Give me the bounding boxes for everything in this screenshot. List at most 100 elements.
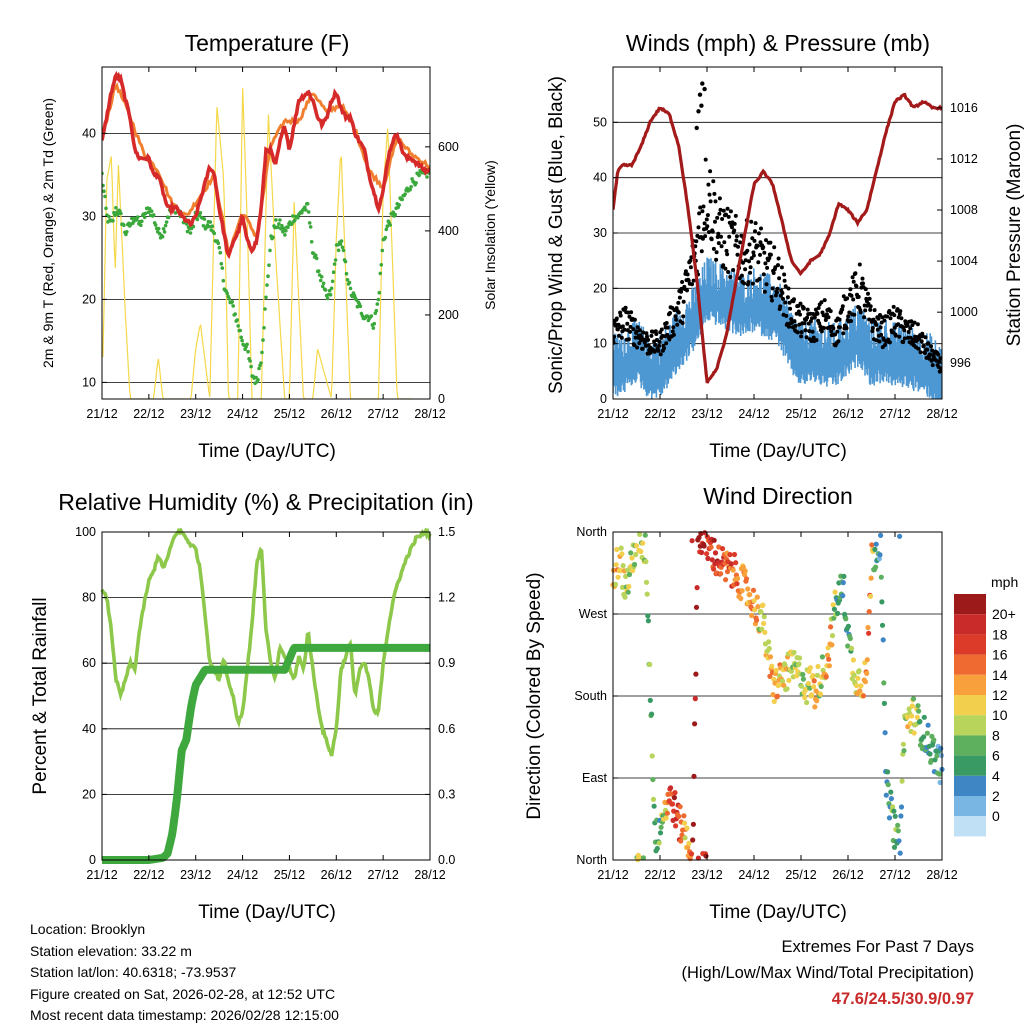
x-tick-label: 23/12 xyxy=(691,407,722,421)
wind-direction-point xyxy=(622,594,628,600)
wind-direction-point xyxy=(921,734,927,740)
wind-direction-point xyxy=(876,556,883,562)
gust-point xyxy=(788,306,793,311)
wind-direction-point xyxy=(910,696,917,702)
wind-direction-point xyxy=(909,713,915,719)
gust-point xyxy=(775,286,780,291)
wind-direction-point xyxy=(878,532,884,539)
wind-direction-point xyxy=(628,550,634,556)
gust-point xyxy=(680,280,685,284)
gust-point xyxy=(782,272,787,277)
y-tick-label: 10 xyxy=(82,375,96,389)
wind-direction-point xyxy=(826,663,833,669)
wind-direction-point xyxy=(885,782,891,788)
x-tick-label: 26/12 xyxy=(832,407,863,421)
gust-point xyxy=(724,212,728,217)
dewpoint-point xyxy=(260,350,264,355)
dewpoint-point xyxy=(201,224,206,228)
gust-point xyxy=(659,327,664,332)
gust-point xyxy=(735,252,740,257)
gust-point xyxy=(676,300,681,305)
wind-direction-point xyxy=(802,694,808,701)
gust-point xyxy=(711,246,716,251)
dewpoint-point xyxy=(220,266,225,270)
wind-direction-point xyxy=(762,629,768,636)
gust-point xyxy=(863,308,868,313)
wind-direction-point xyxy=(650,776,656,783)
x-tick-label: 26/12 xyxy=(832,868,863,882)
gust-point xyxy=(707,230,711,235)
legend-swatch xyxy=(954,674,986,695)
wind-direction-point xyxy=(873,541,879,547)
wind-direction-point xyxy=(735,575,741,582)
wind-direction-point xyxy=(766,639,772,645)
wind-direction-point xyxy=(867,593,874,599)
wind-direction-point xyxy=(896,838,902,844)
gust-point xyxy=(628,324,633,329)
gust-point xyxy=(676,310,681,315)
gust-point xyxy=(866,291,870,296)
gust-point xyxy=(775,290,779,295)
wind-direction-point xyxy=(835,610,841,617)
gust-point xyxy=(770,286,775,291)
humidity-xlabel: Time (Day/UTC) xyxy=(198,902,336,923)
wind-direction-point xyxy=(879,599,885,605)
x-tick-label: 21/12 xyxy=(86,868,117,882)
gust-point xyxy=(627,314,632,319)
wind-direction-point xyxy=(866,630,872,636)
wind-direction-point xyxy=(747,592,753,598)
y-tick-label: 60 xyxy=(82,656,96,670)
gust-point xyxy=(753,221,758,226)
wind-direction-point xyxy=(712,550,719,556)
wind-direction-point xyxy=(613,562,619,568)
gust-point xyxy=(928,352,933,357)
gust-point xyxy=(761,245,766,250)
wind-direction-point xyxy=(845,623,852,629)
wind-direction-point xyxy=(911,730,917,736)
wind-direction-point xyxy=(872,546,878,553)
y-right-tick-label: 400 xyxy=(438,224,459,238)
wind-direction-point xyxy=(868,575,874,581)
winds-panel: Winds (mph) & Pressure (mb) 0 10 20 30 40 50 9… xyxy=(546,30,1024,462)
gust-point xyxy=(868,307,873,312)
dewpoint-point xyxy=(261,338,265,342)
dewpoint-point xyxy=(391,210,396,214)
y-tick-label: North xyxy=(576,525,607,539)
legend-label: 2 xyxy=(992,788,1000,804)
gust-point xyxy=(700,81,705,86)
gust-point xyxy=(736,244,740,249)
wind-direction-point xyxy=(626,583,632,590)
humidity-plot-frame xyxy=(101,531,431,861)
gust-point xyxy=(613,334,617,339)
gust-point xyxy=(847,310,852,315)
gust-point xyxy=(901,340,906,345)
legend-swatch xyxy=(954,775,986,796)
gust-point xyxy=(786,286,791,291)
gust-point xyxy=(870,326,875,330)
gust-point xyxy=(714,250,719,255)
dewpoint-point xyxy=(343,259,348,264)
gust-point xyxy=(787,300,792,305)
dewpoint-point xyxy=(291,214,295,218)
gust-point xyxy=(880,315,885,320)
gust-point xyxy=(752,238,757,243)
dewpoint-point xyxy=(166,215,171,220)
gust-point xyxy=(625,321,630,326)
wind-direction-point xyxy=(684,825,690,831)
gust-point xyxy=(713,199,718,204)
legend-label: 20+ xyxy=(992,606,1016,622)
wind-direction-point xyxy=(699,549,705,556)
gust-point xyxy=(745,248,750,253)
gust-point xyxy=(697,92,703,97)
wind-direction-point xyxy=(701,543,707,549)
wind-direction-point xyxy=(692,721,698,727)
legend-swatch xyxy=(954,755,986,776)
dewpoint-point xyxy=(278,218,282,222)
gust-point xyxy=(824,312,829,317)
wind-direction-point xyxy=(637,531,643,538)
dewpoint-point xyxy=(336,248,341,253)
dewpoint-point xyxy=(271,235,275,240)
x-tick-label: 27/12 xyxy=(879,868,910,882)
gust-point xyxy=(756,231,761,236)
wind-direction-point xyxy=(658,824,664,830)
